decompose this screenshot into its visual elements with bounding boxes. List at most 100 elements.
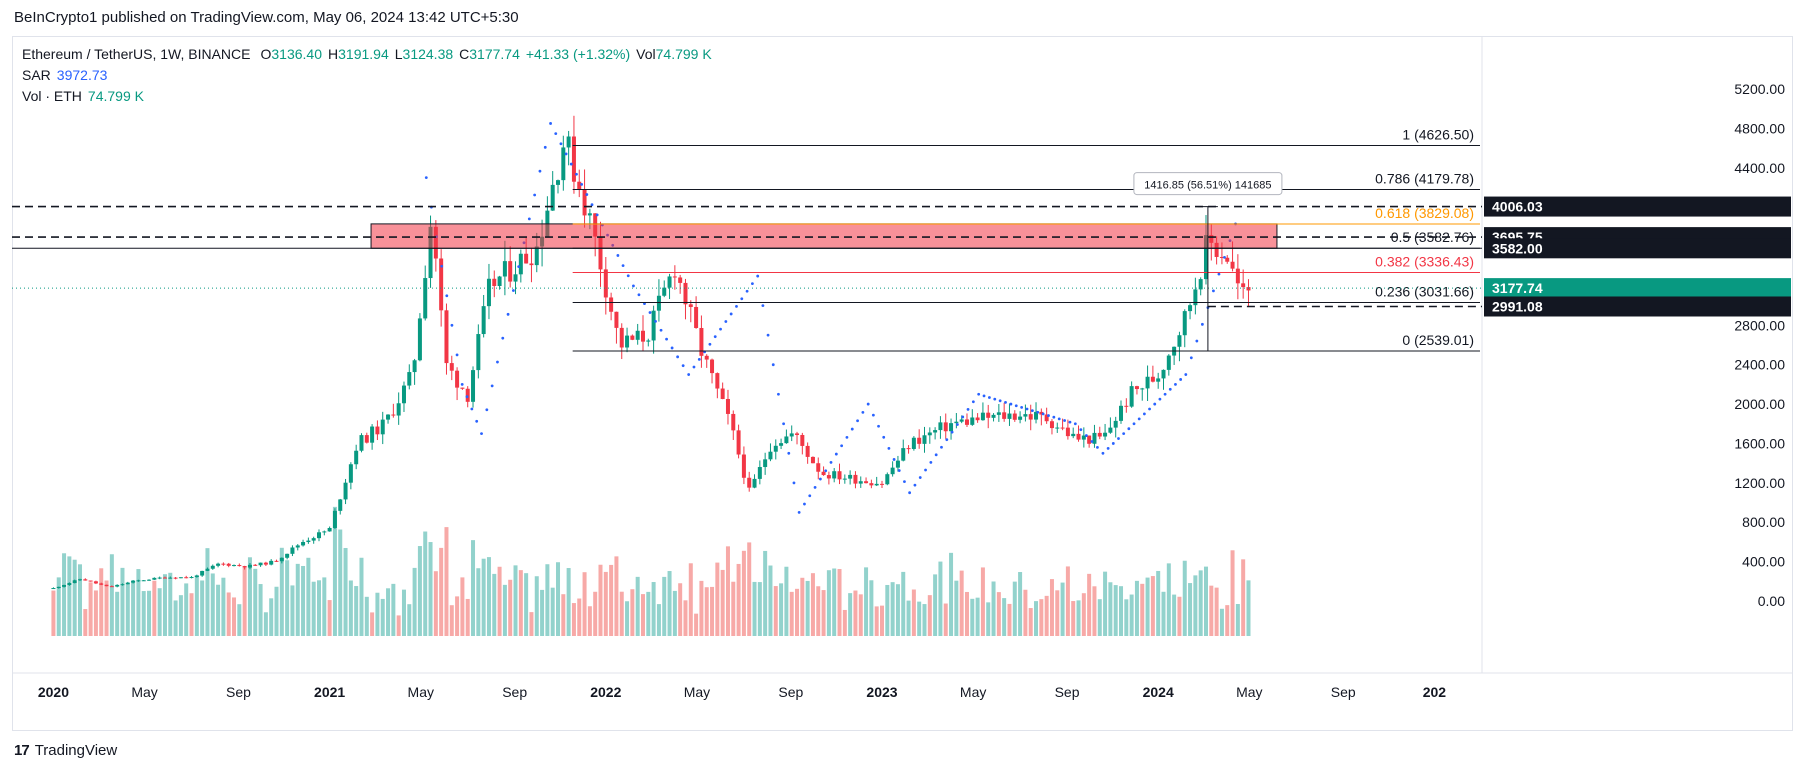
volume-bar	[513, 565, 518, 636]
candle-body	[821, 471, 826, 476]
price-badge-text: 3177.74	[1492, 280, 1543, 296]
sar-dot	[966, 407, 970, 411]
price-badge-bg	[1484, 296, 1791, 317]
candle-body	[1166, 355, 1171, 370]
candle-body	[1225, 257, 1230, 262]
volume-bar	[481, 558, 486, 636]
volume-bar	[455, 596, 460, 636]
candle-body	[784, 436, 789, 444]
candle-body	[460, 387, 465, 389]
candle-body	[1219, 256, 1224, 258]
candle-body	[630, 335, 635, 340]
sar-dot	[751, 282, 754, 286]
candle-body	[200, 570, 205, 576]
candle-body	[109, 586, 114, 588]
volume-bar	[1198, 570, 1203, 636]
volume-bar	[200, 580, 205, 636]
price-axis-badge: 4006.03	[1484, 196, 1791, 217]
volume-bar	[741, 550, 746, 636]
symbol-title[interactable]: Ethereum / TetherUS, 1W, BINANCE	[22, 46, 251, 62]
volume-bar	[773, 586, 778, 636]
sar-label: SAR	[22, 67, 51, 83]
volume-bar	[980, 567, 985, 636]
candle-body	[370, 426, 375, 443]
sar-dot	[840, 444, 844, 448]
candle-body	[1241, 283, 1246, 288]
sar-dot	[559, 142, 563, 146]
sar-dot	[813, 485, 817, 489]
candle-body	[1188, 305, 1193, 312]
candle-body	[1182, 311, 1187, 336]
price-chart[interactable]: 5200.004800.004400.004000.003600.003200.…	[12, 36, 1793, 731]
volume-bar	[508, 579, 513, 636]
candle-body	[1034, 411, 1039, 420]
sar-dot	[808, 494, 812, 498]
candle-body	[566, 136, 571, 148]
measure-tooltip: 1416.85 (56.51%) 141685	[1133, 172, 1283, 196]
volume-bar	[332, 506, 337, 636]
y-tick-label: 5200.00	[1734, 81, 1785, 97]
volume-bar	[370, 612, 375, 636]
sar-dot	[861, 411, 865, 414]
sar-dot	[1068, 420, 1072, 424]
sar-dot	[988, 396, 991, 399]
candle-body	[316, 532, 321, 539]
volume-bar	[587, 606, 592, 636]
volume-bar	[396, 615, 401, 636]
sar-dot	[1174, 382, 1177, 386]
sar-row[interactable]: SAR 3972.73	[22, 65, 712, 86]
sar-dot	[1153, 402, 1157, 406]
volume-bar	[210, 573, 215, 636]
x-tick-label: 2021	[314, 684, 345, 700]
candle-body	[959, 419, 964, 422]
volume-bar	[869, 580, 874, 636]
sar-dot	[1101, 451, 1105, 455]
sar-dot	[803, 502, 806, 506]
candle-body	[757, 467, 762, 479]
volume-bar	[141, 591, 146, 636]
volume-bar	[1241, 559, 1246, 636]
volume-bar	[1230, 550, 1235, 636]
candle-body	[327, 527, 332, 532]
candle-body	[1103, 432, 1108, 437]
candle-body	[178, 577, 183, 579]
y-tick-label: 4400.00	[1734, 160, 1785, 176]
x-tick-label: May	[960, 684, 986, 700]
volume-row[interactable]: Vol · ETH 74.799 K	[22, 86, 712, 107]
y-tick-label: 4800.00	[1734, 120, 1785, 136]
volume-bar	[821, 590, 826, 636]
sar-dot	[903, 480, 906, 484]
sar-dot	[1063, 419, 1066, 422]
candle-body	[816, 463, 821, 472]
volume-bar	[354, 586, 359, 636]
candle-body	[1023, 414, 1028, 417]
candle-body	[710, 359, 715, 374]
candle-body	[651, 310, 656, 341]
candle-body	[954, 421, 959, 424]
sar-dot	[460, 382, 464, 386]
candle-body	[561, 147, 566, 181]
sar-dot	[1009, 402, 1013, 406]
candle-body	[125, 582, 130, 585]
candle-body	[322, 531, 327, 533]
sar-dot	[1142, 412, 1146, 416]
volume-bar	[858, 594, 863, 636]
volume-bar	[295, 563, 300, 636]
sar-dot	[961, 415, 965, 419]
volume-bar	[1039, 599, 1044, 636]
volume-bar	[598, 564, 603, 636]
volume-bar	[1081, 593, 1086, 636]
candle-body	[104, 584, 109, 587]
sar-dot	[1014, 404, 1018, 408]
volume-bar	[162, 574, 167, 636]
y-tick-label: 400.00	[1742, 554, 1785, 570]
candle-body	[386, 414, 391, 420]
volume-bar	[917, 601, 922, 636]
volume-bar	[168, 572, 173, 636]
volume-bar	[62, 553, 67, 636]
volume-bar	[407, 604, 412, 636]
volume-bar	[1108, 582, 1113, 636]
sar-dot	[871, 413, 875, 417]
volume-bar	[184, 583, 189, 636]
candle-body	[901, 448, 906, 461]
